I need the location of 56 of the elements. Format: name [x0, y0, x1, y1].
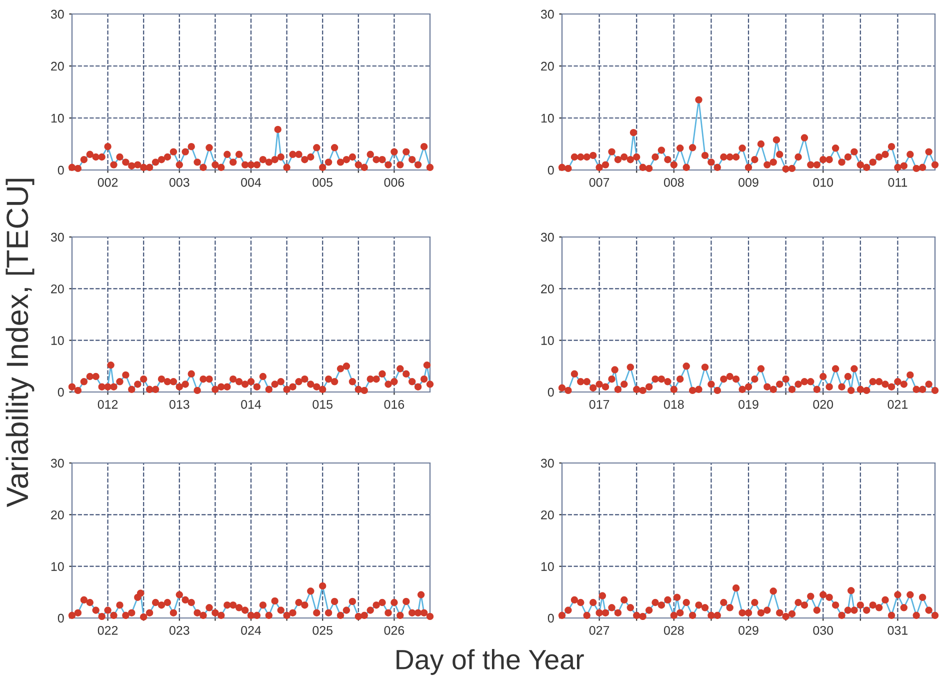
x-tick-label: 023 — [169, 626, 190, 635]
x-tick-label: 015 — [312, 400, 333, 409]
y-tick-label: 0 — [548, 388, 554, 397]
y-tick-label: 10 — [51, 562, 64, 571]
y-tick-label: 20 — [51, 510, 64, 520]
x-tick-label: 007 — [589, 178, 610, 187]
x-tick-label: 005 — [312, 178, 333, 187]
x-tick-label: 016 — [384, 400, 404, 409]
x-tick-label: 028 — [664, 626, 684, 635]
x-tick-label: 019 — [738, 400, 758, 409]
x-tick-label: 012 — [98, 400, 118, 409]
y-tick-label: 10 — [51, 336, 64, 345]
y-tick-label: 20 — [541, 510, 554, 520]
y-tick-label: 0 — [58, 388, 64, 397]
y-tick-label: 10 — [541, 336, 554, 345]
y-tick-label: 30 — [50, 458, 64, 468]
x-tick-label: 029 — [738, 626, 758, 635]
y-tick-label: 30 — [50, 232, 64, 242]
y-tick-label: 20 — [51, 62, 64, 71]
x-tick-label: 011 — [888, 178, 908, 187]
x-tick-label: 009 — [738, 178, 758, 187]
x-tick-label: 024 — [241, 626, 262, 635]
x-tick-label: 002 — [98, 178, 118, 187]
y-tick-label: 10 — [541, 562, 554, 571]
y-tick-label: 30 — [50, 10, 64, 19]
y-tick-label: 20 — [51, 284, 64, 294]
x-tick-label: 014 — [241, 400, 262, 409]
x-tick-label: 026 — [384, 626, 404, 635]
x-tick-label: 027 — [589, 626, 610, 635]
y-tick-label: 0 — [58, 614, 64, 623]
x-tick-label: 025 — [312, 626, 333, 635]
y-tick-label: 20 — [541, 62, 554, 71]
x-tick-label: 020 — [813, 400, 834, 409]
x-tick-label: 008 — [664, 178, 684, 187]
y-tick-label: 10 — [51, 114, 64, 123]
x-tick-label: 030 — [813, 626, 834, 635]
y-tick-label: 0 — [58, 166, 64, 175]
x-tick-label: 006 — [384, 178, 404, 187]
x-tick-label: 031 — [888, 626, 908, 635]
y-tick-label: 30 — [540, 232, 554, 242]
y-tick-label: 10 — [541, 114, 554, 123]
x-tick-label: 013 — [169, 400, 190, 409]
x-axis-title: Day of the Year — [396, 649, 584, 675]
x-tick-label: 022 — [98, 626, 118, 635]
y-axis-title: Variability Index, [TECU] — [6, 178, 34, 508]
y-tick-label: 0 — [548, 166, 554, 175]
y-tick-label: 30 — [540, 10, 554, 19]
y-tick-label: 30 — [540, 458, 554, 468]
x-tick-label: 010 — [813, 178, 834, 187]
x-tick-label: 003 — [169, 178, 190, 187]
x-tick-label: 017 — [589, 400, 610, 409]
y-tick-label: 20 — [541, 284, 554, 294]
x-tick-label: 021 — [888, 400, 908, 409]
y-tick-label: 0 — [548, 614, 554, 623]
x-tick-label: 018 — [664, 400, 684, 409]
x-tick-label: 004 — [241, 178, 262, 187]
